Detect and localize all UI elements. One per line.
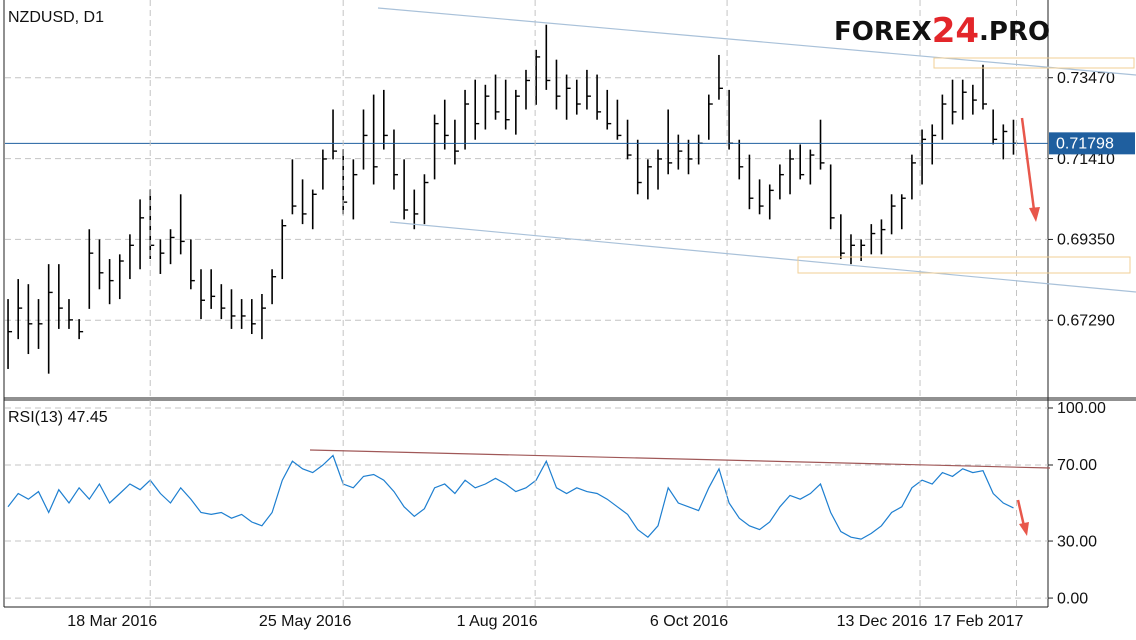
support-zone (797, 256, 1131, 274)
x-tick-label: 6 Oct 2016 (650, 613, 728, 630)
y-tick-label: 0.69350 (1057, 232, 1115, 249)
y-tick-label: 100.00 (1057, 400, 1106, 417)
x-tick-label: 17 Feb 2017 (934, 613, 1024, 630)
channel-line (377, 7, 1136, 76)
plot-layer: 0.67290 0.69350 0.71410 0.73470 0.71798 NZDUS… (5, 0, 1135, 630)
x-tick-label: 25 May 2016 (259, 613, 352, 630)
logo-part: 24 (932, 11, 979, 51)
last-price-box (1049, 132, 1135, 155)
x-tick-label: 18 Mar 2016 (67, 613, 157, 630)
y-tick-label: 30.00 (1057, 533, 1097, 550)
last-price-label: 0.71798 (1056, 136, 1114, 153)
y-tick-label: 0.73470 (1057, 70, 1115, 87)
forecast-arrow (1016, 499, 1029, 536)
x-tick-label: 13 Dec 2016 (837, 613, 928, 630)
y-tick-label: 0.67290 (1057, 313, 1115, 330)
panel-title: RSI(13) 47.45 (8, 409, 108, 426)
rsi-trendline (309, 449, 1051, 469)
y-tick-label: 70.00 (1057, 457, 1097, 474)
resistance-zone (933, 57, 1135, 69)
logo-part: .PRO (979, 17, 1050, 47)
y-tick-label: 0.00 (1057, 590, 1088, 607)
logo: FOREX24.PRO (834, 11, 1050, 51)
rsi-line (7, 454, 1014, 540)
panel-title: NZDUSD, D1 (8, 9, 104, 26)
x-tick-label: 1 Aug 2016 (457, 613, 538, 630)
y-tick-label: 0.71410 (1057, 151, 1115, 168)
forecast-arrow (1020, 117, 1040, 222)
channel-line (389, 221, 1136, 293)
logo-part: FOREX (834, 17, 932, 47)
